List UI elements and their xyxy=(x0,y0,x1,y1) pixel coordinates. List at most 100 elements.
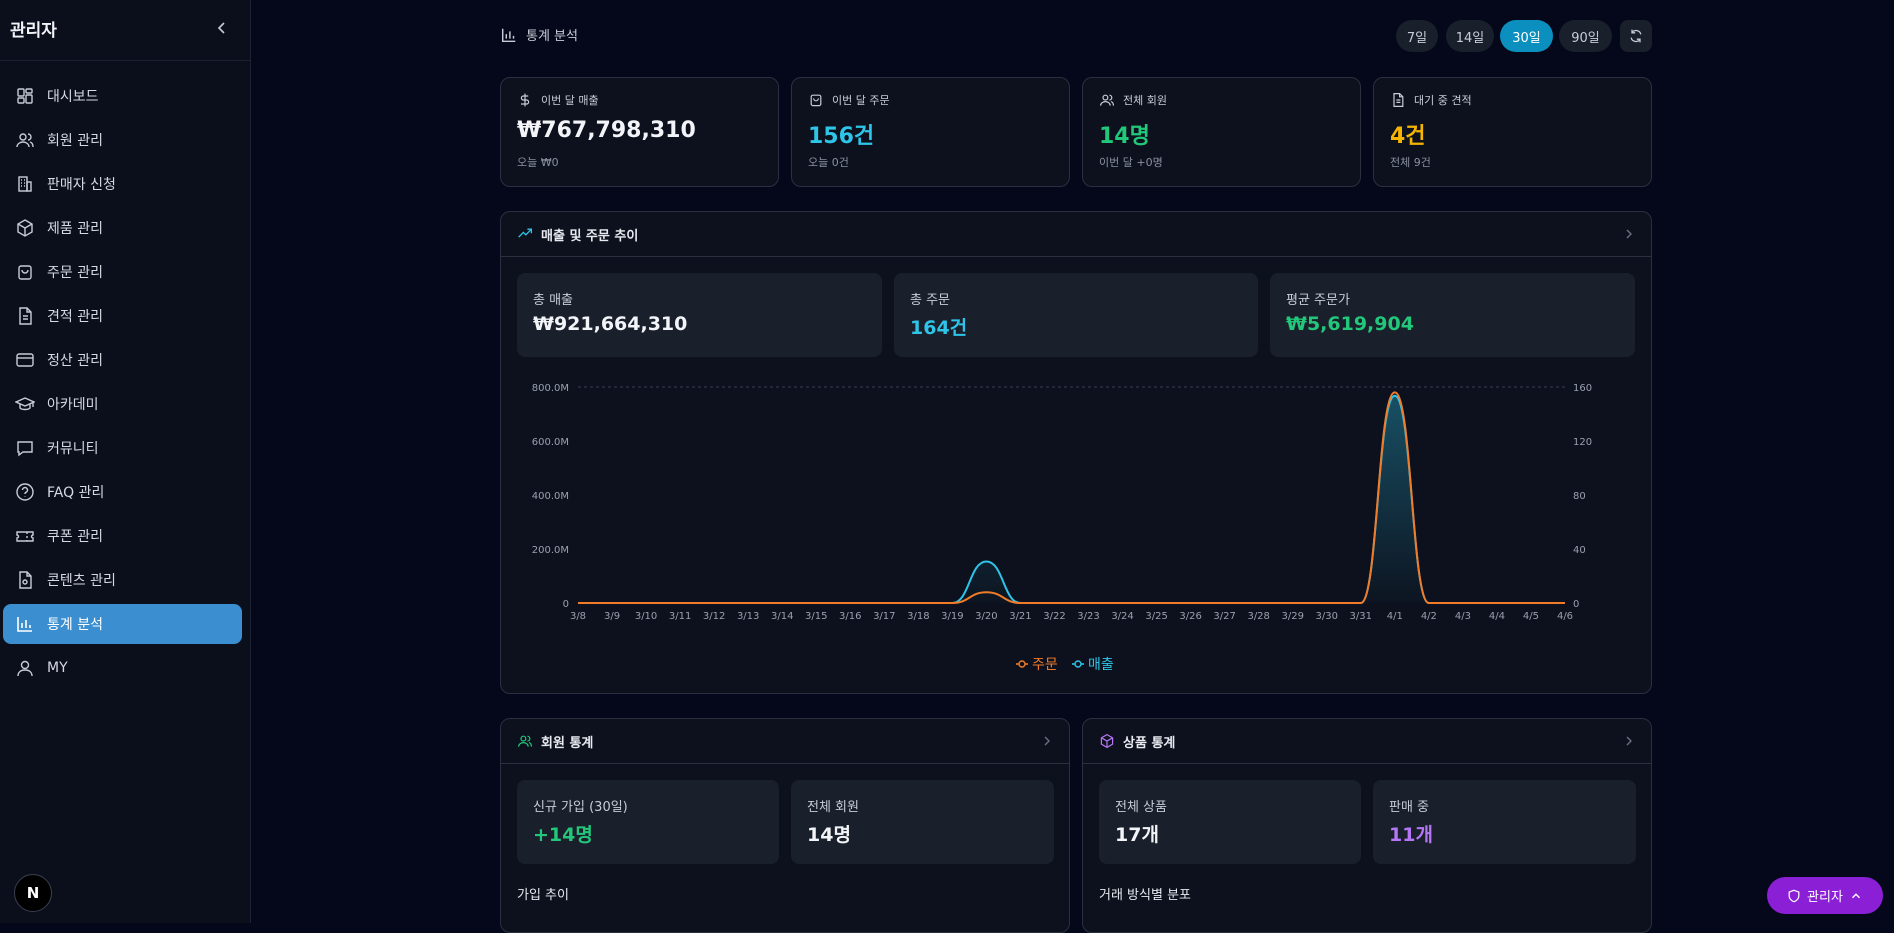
summary-value: ₩5,619,904 xyxy=(1286,313,1414,335)
graduation-cap-icon xyxy=(15,397,35,411)
bar-chart-icon xyxy=(501,28,516,42)
x-tick-label: 3/16 xyxy=(839,611,861,622)
summary-value: ₩921,664,310 xyxy=(533,313,688,335)
sidebar-item-products[interactable]: 제품 관리 xyxy=(3,208,242,248)
sidebar-item-my[interactable]: MY xyxy=(3,648,242,688)
sidebar-item-orders[interactable]: 주문 관리 xyxy=(3,252,242,292)
x-tick-label: 4/4 xyxy=(1489,611,1505,622)
sidebar-nav: 대시보드 회원 관리 판매자 신청 제품 관리 주문 관리 견적 관리 정산 관… xyxy=(3,76,242,692)
stat-sub: 전체 9건 xyxy=(1390,156,1431,169)
x-tick-label: 3/10 xyxy=(635,611,657,622)
trend-panel-header[interactable]: 매출 및 주문 추이 xyxy=(501,212,1651,257)
new-members-value: +14명 xyxy=(533,824,593,846)
shield-icon xyxy=(1788,889,1800,902)
x-tick-label: 3/8 xyxy=(570,611,586,622)
stat-value: 4건 xyxy=(1390,124,1426,149)
file-icon xyxy=(19,571,32,589)
stat-value: 156건 xyxy=(808,124,875,149)
stat-label: 전체 회원 xyxy=(1123,94,1167,107)
sidebar-title: 관리자 xyxy=(10,21,57,41)
range-90d-button[interactable]: 90일 xyxy=(1559,20,1612,52)
page-title: 통계 분석 xyxy=(500,25,578,44)
sidebar-item-faq[interactable]: FAQ 관리 xyxy=(3,472,242,512)
range-14d-button[interactable]: 14일 xyxy=(1446,20,1494,52)
dollar-icon xyxy=(520,93,530,107)
sidebar-item-coupons[interactable]: 쿠폰 관리 xyxy=(3,516,242,556)
sidebar-item-label: FAQ 관리 xyxy=(47,485,105,501)
range-30d-button[interactable]: 30일 xyxy=(1500,20,1553,52)
building-icon xyxy=(18,176,32,192)
legend-marker xyxy=(1074,660,1082,668)
stat-value: 14명 xyxy=(1099,124,1150,149)
trend-panel: 매출 및 주문 추이 총 매출 ₩921,664,310 총 주문 164건 평… xyxy=(500,211,1652,694)
document-icon xyxy=(1393,93,1404,107)
x-tick-label: 3/29 xyxy=(1281,611,1303,622)
products-panel-title: 상품 통계 xyxy=(1123,735,1176,751)
sidebar-item-members[interactable]: 회원 관리 xyxy=(3,120,242,160)
sidebar: 관리자 대시보드 회원 관리 판매자 신청 제품 관리 주문 관리 견적 관리 xyxy=(0,0,251,923)
sidebar-item-label: 커뮤니티 xyxy=(47,441,99,457)
sidebar-item-contents[interactable]: 콘텐츠 관리 xyxy=(3,560,242,600)
stat-label-row: 대기 중 견적 xyxy=(1390,92,1472,108)
trend-panel-title: 매출 및 주문 추이 xyxy=(541,228,639,244)
selling-products-label: 판매 중 xyxy=(1389,800,1430,815)
card-icon xyxy=(16,353,34,367)
chevron-up-icon xyxy=(1851,892,1860,898)
total-products-value: 17개 xyxy=(1115,824,1159,846)
y-right-tick-label: 120 xyxy=(1573,437,1592,448)
x-tick-label: 3/31 xyxy=(1350,611,1372,622)
summary-avg-order: 평균 주문가 ₩5,619,904 xyxy=(1270,273,1635,357)
y-left-tick-label: 200.0M xyxy=(532,545,569,556)
x-tick-label: 4/1 xyxy=(1387,611,1403,622)
sidebar-item-dashboard[interactable]: 대시보드 xyxy=(3,76,242,116)
trade-distribution-title: 거래 방식별 분포 xyxy=(1099,888,1191,903)
sidebar-item-analytics[interactable]: 통계 분석 xyxy=(3,604,242,644)
chevron-right-icon[interactable] xyxy=(1621,733,1637,749)
sidebar-item-community[interactable]: 커뮤니티 xyxy=(3,428,242,468)
bag-icon xyxy=(810,94,822,107)
chevron-right-icon[interactable] xyxy=(1621,226,1637,242)
products-panel: 상품 통계 전체 상품 17개 판매 중 11개 거래 방식별 분포 xyxy=(1082,718,1652,933)
refresh-icon xyxy=(1630,29,1642,43)
chevron-left-icon[interactable] xyxy=(212,18,232,38)
stat-card-monthly-orders: 이번 달 주문 156건 오늘 0건 xyxy=(791,77,1070,187)
stat-label: 이번 달 주문 xyxy=(832,94,890,107)
admin-menu-button[interactable]: 관리자 xyxy=(1767,877,1883,914)
page-title-text: 통계 분석 xyxy=(526,29,578,44)
sidebar-header: 관리자 xyxy=(0,0,250,61)
products-panel-header[interactable]: 상품 통계 xyxy=(1083,719,1651,764)
stat-sub: 오늘 ₩0 xyxy=(517,156,559,169)
sidebar-item-academy[interactable]: 아카데미 xyxy=(3,384,242,424)
stat-sub: 이번 달 +0명 xyxy=(1099,156,1163,169)
y-left-tick-label: 400.0M xyxy=(532,491,569,502)
x-tick-label: 3/15 xyxy=(805,611,827,622)
sidebar-item-seller-apply[interactable]: 판매자 신청 xyxy=(3,164,242,204)
total-members-box: 전체 회원 14명 xyxy=(791,780,1054,864)
x-tick-label: 4/6 xyxy=(1557,611,1573,622)
x-tick-label: 3/21 xyxy=(1009,611,1031,622)
y-right-tick-label: 80 xyxy=(1573,491,1586,502)
revenue-area xyxy=(578,395,1565,603)
x-tick-label: 3/13 xyxy=(737,611,759,622)
x-tick-label: 3/9 xyxy=(604,611,620,622)
summary-value: 164건 xyxy=(910,317,968,339)
help-circle-icon xyxy=(16,483,34,501)
y-left-tick-label: 600.0M xyxy=(532,437,569,448)
members-panel-header[interactable]: 회원 통계 xyxy=(501,719,1069,764)
y-left-tick-label: 800.0M xyxy=(532,383,569,394)
sidebar-item-quotes[interactable]: 견적 관리 xyxy=(3,296,242,336)
sidebar-item-settlement[interactable]: 정산 관리 xyxy=(3,340,242,380)
total-products-box: 전체 상품 17개 xyxy=(1099,780,1361,864)
trending-up-icon xyxy=(518,228,533,238)
x-tick-label: 3/22 xyxy=(1043,611,1065,622)
x-tick-label: 3/25 xyxy=(1145,611,1167,622)
range-7d-button[interactable]: 7일 xyxy=(1396,20,1438,52)
x-tick-label: 3/12 xyxy=(703,611,725,622)
chevron-right-icon[interactable] xyxy=(1039,733,1055,749)
box-icon xyxy=(1100,733,1114,749)
refresh-button[interactable] xyxy=(1620,20,1652,52)
y-right-tick-label: 40 xyxy=(1573,545,1586,556)
app-logo[interactable]: N xyxy=(14,874,52,912)
stat-label: 대기 중 견적 xyxy=(1414,94,1472,107)
sidebar-item-label: 견적 관리 xyxy=(47,309,103,325)
